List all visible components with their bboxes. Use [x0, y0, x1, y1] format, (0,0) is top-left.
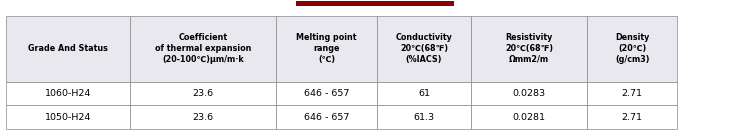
Text: 2.71: 2.71 — [622, 113, 643, 122]
Text: Melting point
range
(℃): Melting point range (℃) — [296, 34, 357, 64]
Bar — [296, 1, 454, 6]
Bar — [130, 16, 276, 82]
Bar — [587, 105, 677, 129]
Text: Grade And Status: Grade And Status — [28, 44, 108, 53]
Text: 23.6: 23.6 — [192, 89, 214, 98]
Text: Resistivity
20℃(68℉)
Ωmm2/m: Resistivity 20℃(68℉) Ωmm2/m — [505, 34, 554, 64]
Text: 1050-H24: 1050-H24 — [45, 113, 91, 122]
Bar — [377, 82, 471, 105]
Text: 23.6: 23.6 — [192, 113, 214, 122]
Bar — [587, 16, 677, 82]
Bar — [130, 105, 276, 129]
Text: 2.71: 2.71 — [622, 89, 643, 98]
Bar — [587, 82, 677, 105]
Text: Density
(20℃)
(g/cm3): Density (20℃) (g/cm3) — [615, 34, 650, 64]
Bar — [471, 105, 587, 129]
Bar — [6, 82, 130, 105]
Text: 0.0283: 0.0283 — [512, 89, 546, 98]
Text: 61: 61 — [419, 89, 430, 98]
Bar — [377, 105, 471, 129]
Bar — [471, 82, 587, 105]
Bar — [377, 16, 471, 82]
Text: 646 - 657: 646 - 657 — [304, 113, 350, 122]
Bar — [130, 82, 276, 105]
Text: 646 - 657: 646 - 657 — [304, 89, 350, 98]
Text: 61.3: 61.3 — [413, 113, 435, 122]
Text: Coefficient
of thermal expansion
(20-100℃)μm/m·k: Coefficient of thermal expansion (20-100… — [154, 34, 251, 64]
Bar — [276, 82, 377, 105]
Bar — [276, 16, 377, 82]
Bar — [471, 16, 587, 82]
Bar — [6, 105, 130, 129]
Text: 0.0281: 0.0281 — [513, 113, 545, 122]
Bar — [6, 16, 130, 82]
Text: 1060-H24: 1060-H24 — [45, 89, 91, 98]
Bar — [276, 105, 377, 129]
Text: Conductivity
20℃(68℉)
(%IACS): Conductivity 20℃(68℉) (%IACS) — [396, 34, 452, 64]
